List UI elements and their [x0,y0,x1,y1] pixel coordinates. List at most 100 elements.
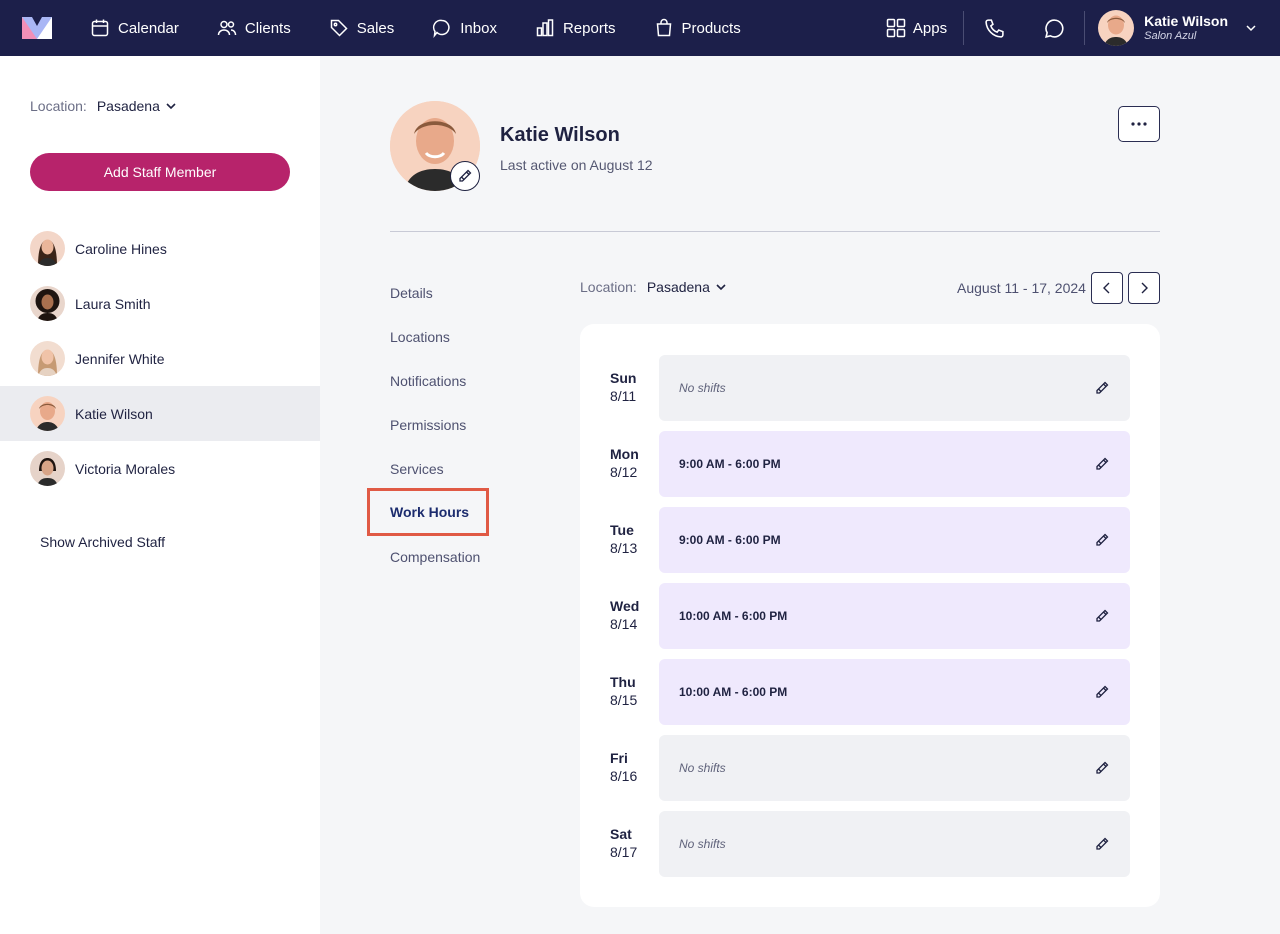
nav-divider [963,11,965,45]
pencil-icon[interactable] [1094,608,1110,624]
grid-icon [886,18,906,38]
subnav-locations[interactable]: Locations [390,329,450,345]
staff-name: Katie Wilson [75,405,153,422]
more-options-button[interactable] [1118,106,1160,142]
pencil-icon[interactable] [1094,684,1110,700]
subnav-compensation[interactable]: Compensation [390,549,481,565]
shift-text: No shifts [679,761,726,775]
pencil-icon[interactable] [1094,532,1110,548]
nav-reports[interactable]: Reports [535,0,616,56]
nav-sales-label: Sales [356,19,395,37]
profile-subnav: Details Locations Notifications Permissi… [390,276,466,496]
day-row-saturday: Sat 8/17 No shifts [580,811,1160,877]
day-name: Mon [610,446,639,462]
shift-block[interactable]: 9:00 AM - 6:00 PM [659,431,1130,497]
schedule-location-select[interactable]: Location: Pasadena [580,279,727,295]
nav-inbox[interactable]: Inbox [432,0,497,56]
profile-subnav-lower: Compensation [390,540,480,584]
staff-item-jennifer-white[interactable]: Jennifer White [0,331,320,386]
nav-clients[interactable]: Clients [217,0,291,56]
shift-block[interactable]: No shifts [659,735,1130,801]
day-row-wednesday: Wed 8/14 10:00 AM - 6:00 PM [580,583,1160,649]
shift-block[interactable]: 10:00 AM - 6:00 PM [659,659,1130,725]
pencil-icon[interactable] [1094,836,1110,852]
chevron-down-icon [166,103,176,110]
nav-sales[interactable]: Sales [329,0,395,56]
edit-photo-button[interactable] [450,161,480,191]
chevron-right-icon [1141,282,1148,294]
day-row-tuesday: Tue 8/13 9:00 AM - 6:00 PM [580,507,1160,573]
day-date: 8/17 [610,844,638,860]
pencil-icon[interactable] [1094,456,1110,472]
header-divider [390,231,1160,232]
day-label: Wed 8/14 [610,597,639,633]
user-menu[interactable]: Katie Wilson Salon Azul [1085,10,1280,46]
avatar [1098,10,1135,46]
sidebar-location-select[interactable]: Location: Pasadena [30,98,177,114]
day-date: 8/13 [610,540,638,556]
staff-item-laura-smith[interactable]: Laura Smith [0,276,320,331]
messages-button[interactable] [1024,0,1084,56]
pencil-icon[interactable] [1094,380,1110,396]
shift-block[interactable]: No shifts [659,355,1130,421]
more-horizontal-icon [1131,122,1147,126]
nav-divider [1084,11,1086,45]
chevron-left-icon [1103,282,1110,294]
user-salon: Salon Azul [1144,29,1197,42]
day-label: Fri 8/16 [610,749,637,785]
next-week-button[interactable] [1128,272,1160,304]
shopping-bag-icon [656,18,671,37]
shift-text: No shifts [679,837,726,851]
staff-name: Laura Smith [75,295,151,312]
shift-block[interactable]: No shifts [659,811,1130,877]
chat-bubble-icon [433,19,450,38]
chevron-down-icon [1246,25,1256,32]
location-label: Location: [30,98,87,114]
day-label: Tue 8/13 [610,521,637,557]
nav-calendar[interactable]: Calendar [90,0,179,56]
subnav-services[interactable]: Services [390,461,444,477]
shift-block[interactable]: 10:00 AM - 6:00 PM [659,583,1130,649]
nav-calendar-label: Calendar [118,19,179,37]
nav-products[interactable]: Products [654,0,741,56]
day-name: Sun [610,370,637,386]
pencil-icon[interactable] [1094,760,1110,776]
work-hours-card: Sun 8/11 No shifts Mon 8/12 9:00 AM - 6:… [580,324,1160,907]
bar-chart-icon [536,19,554,37]
profile-name: Katie Wilson [500,124,620,146]
day-label: Sun 8/11 [610,369,636,405]
date-range: August 11 - 17, 2024 [957,280,1086,296]
day-name: Tue [610,522,634,538]
subnav-notifications[interactable]: Notifications [390,373,467,389]
top-navigation-bar: Calendar Clients Sales Inbox Reports Pro… [0,0,1280,56]
staff-list: Caroline Hines Laura Smith Jennifer Whit… [0,221,320,496]
nav-apps-label: Apps [912,19,948,37]
day-date: 8/14 [610,616,638,632]
add-staff-member-button[interactable]: Add Staff Member [30,153,290,191]
show-archived-staff-link[interactable]: Show Archived Staff [40,534,166,550]
nav-apps[interactable]: Apps [886,18,947,38]
shift-text: 9:00 AM - 6:00 PM [679,457,781,471]
day-date: 8/11 [610,388,637,404]
subnav-permissions[interactable]: Permissions [390,417,467,433]
calendar-icon [91,19,109,37]
nav-products-label: Products [681,19,741,37]
last-active-text: Last active on August 12 [500,157,653,173]
staff-item-caroline-hines[interactable]: Caroline Hines [0,221,320,276]
app-logo[interactable] [22,17,52,39]
phone-button[interactable] [964,0,1024,56]
pencil-icon [459,169,472,182]
staff-item-katie-wilson[interactable]: Katie Wilson [0,386,320,441]
shift-block[interactable]: 9:00 AM - 6:00 PM [659,507,1130,573]
day-date: 8/15 [610,692,638,708]
day-row-monday: Mon 8/12 9:00 AM - 6:00 PM [580,431,1160,497]
staff-item-victoria-morales[interactable]: Victoria Morales [0,441,320,496]
day-name: Fri [610,750,628,766]
message-circle-icon [1044,18,1064,38]
previous-week-button[interactable] [1091,272,1123,304]
day-date: 8/16 [610,768,638,784]
subnav-details[interactable]: Details [390,285,433,301]
avatar [30,451,65,486]
chevron-down-icon [716,284,726,291]
subnav-work-hours[interactable]: Work Hours [367,488,489,536]
